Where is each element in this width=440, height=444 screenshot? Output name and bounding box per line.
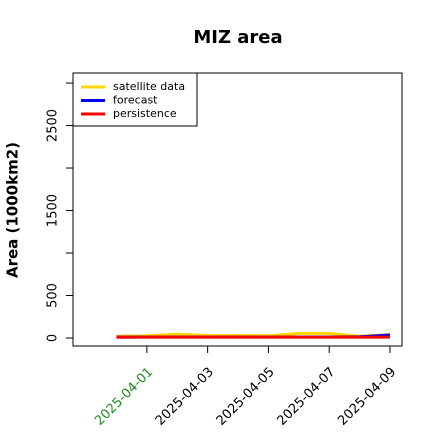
y-tick-label: 500: [46, 283, 61, 308]
x-tick-label: 2025-04-05: [214, 365, 278, 429]
legend-label: satellite data: [113, 80, 185, 93]
x-tick-label: 2025-04-07: [274, 365, 338, 429]
legend-label: persistence: [113, 107, 177, 120]
y-tick-label: 2500: [46, 109, 61, 142]
y-axis-label: Area (1000km2): [4, 142, 22, 278]
y-tick-label: 0: [46, 334, 61, 342]
x-tick-label: 2025-04-09: [335, 365, 399, 429]
x-tick-label: 2025-04-03: [153, 365, 217, 429]
x-tick-label: 2025-04-01: [92, 365, 156, 429]
chart-title: MIZ area: [193, 27, 282, 48]
plot-box: [72, 72, 403, 347]
y-tick-label: 1500: [46, 194, 61, 227]
legend-label: forecast: [113, 94, 158, 107]
